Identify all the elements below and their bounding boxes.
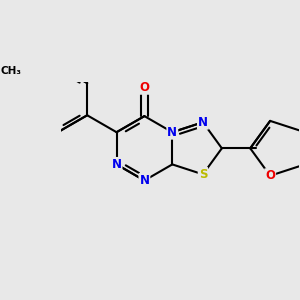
Text: N: N bbox=[140, 174, 149, 187]
Text: O: O bbox=[140, 81, 149, 94]
Text: N: N bbox=[167, 126, 177, 139]
Text: CH₃: CH₃ bbox=[0, 66, 21, 76]
Text: N: N bbox=[112, 158, 122, 171]
Text: S: S bbox=[199, 168, 207, 181]
Text: O: O bbox=[265, 169, 275, 182]
Text: N: N bbox=[198, 116, 208, 129]
